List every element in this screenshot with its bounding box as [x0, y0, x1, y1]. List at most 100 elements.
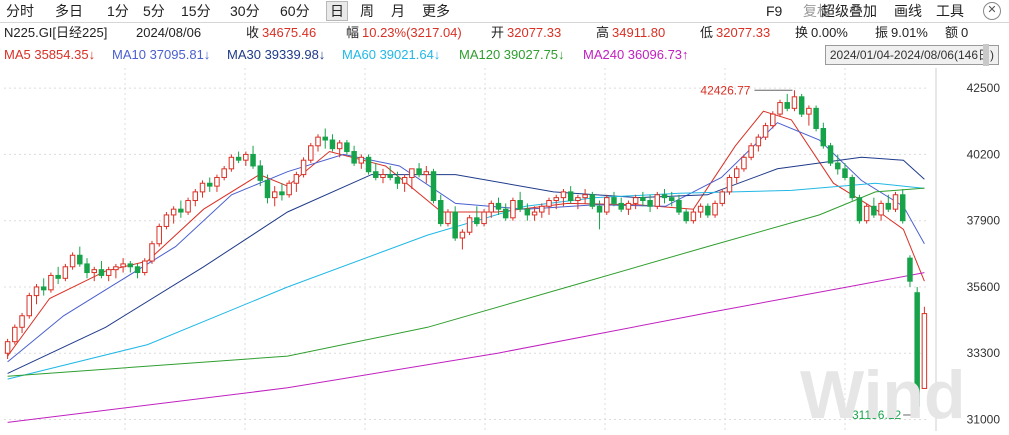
candle-body	[300, 159, 307, 176]
candle-body	[632, 197, 639, 204]
candle-body	[517, 200, 523, 210]
candle-body	[697, 205, 704, 213]
tab-weekly[interactable]: 周	[360, 3, 374, 19]
candle-body	[553, 197, 559, 202]
tab-more[interactable]: 更多	[422, 3, 450, 19]
f9-button[interactable]: F9	[766, 3, 783, 19]
open-value: 32077.33	[507, 25, 562, 40]
y-tick-label: 31000	[967, 412, 1001, 426]
candle-body	[26, 295, 33, 317]
index-code: N225.GI[日经225]	[4, 25, 108, 40]
low-label: 低	[700, 25, 714, 40]
tab-intraday[interactable]: 分时	[6, 3, 34, 19]
candle-body	[791, 96, 798, 109]
y-tick-label: 35600	[967, 280, 1001, 294]
candle-body	[611, 197, 617, 204]
candle-body	[329, 139, 336, 150]
candle-body	[192, 191, 199, 202]
candle-body	[661, 194, 668, 199]
candle-body	[654, 194, 661, 207]
turnover-value: 0.00%	[811, 25, 848, 40]
candle-body	[510, 200, 516, 219]
tab-5min[interactable]: 5分	[143, 3, 165, 19]
amplitude-value: 9.01%	[891, 25, 928, 40]
candle-body	[4, 341, 11, 354]
candle-body	[221, 168, 227, 178]
scrollbar[interactable]	[983, 44, 989, 66]
y-tick-label: 33300	[967, 346, 1001, 360]
candle-body	[560, 191, 567, 199]
candle-body	[899, 194, 906, 222]
tab-30min[interactable]: 30分	[230, 3, 260, 19]
close-icon[interactable]: ✕	[983, 2, 1001, 20]
candle-body	[466, 217, 473, 233]
candle-body	[733, 168, 740, 178]
candle-body	[596, 205, 603, 213]
candle-body	[481, 211, 487, 225]
candle-body	[871, 205, 877, 216]
candle-body	[863, 205, 870, 222]
candle-body	[120, 263, 126, 268]
candle-body	[474, 217, 480, 225]
candle-body	[170, 208, 177, 216]
candle-body	[33, 286, 40, 297]
price-annotations: 42426.77 31156.12	[700, 83, 916, 422]
candle-body	[55, 274, 61, 279]
candle-body	[336, 142, 343, 150]
tab-60min[interactable]: 60分	[280, 3, 310, 19]
candle-body	[892, 194, 899, 210]
candle-body	[676, 200, 682, 213]
overlay-button[interactable]: 超级叠加	[821, 3, 877, 19]
candle-body	[293, 174, 300, 184]
ma120-legend: MA120 39027.75↓	[459, 47, 565, 62]
candle-body	[373, 171, 379, 178]
date-range-box[interactable]: 2024/01/04-2024/08/06(146日)	[824, 45, 999, 65]
candle-body	[452, 211, 458, 239]
quote-date: 2024/08/06	[136, 25, 202, 40]
candle-body	[806, 107, 812, 115]
candle-body	[668, 197, 675, 202]
tab-1min[interactable]: 1分	[107, 3, 129, 19]
candle-body	[878, 202, 884, 216]
ma240-legend: MA240 36096.73↑	[583, 47, 689, 62]
candle-body	[640, 197, 646, 202]
tab-monthly[interactable]: 月	[391, 3, 405, 19]
candle-body	[84, 263, 90, 274]
candle-body	[250, 153, 256, 167]
amplitude-label: 振	[875, 25, 889, 40]
candle-body	[48, 274, 54, 291]
candle-body	[842, 168, 848, 178]
turnover-label: 换	[795, 25, 809, 40]
candle-body	[178, 208, 184, 213]
candle-body	[430, 171, 437, 202]
candle-body	[705, 205, 711, 216]
tools-button[interactable]: 工具	[936, 3, 964, 19]
ma5-legend: MA5 35854.35↓	[4, 47, 96, 62]
change-value: 10.23%(3217.04)	[362, 25, 462, 40]
tab-multi-day[interactable]: 多日	[55, 3, 83, 19]
change-label: 幅	[346, 25, 360, 40]
candle-body	[12, 326, 18, 343]
candle-body	[712, 202, 718, 216]
candle-body	[437, 200, 444, 225]
candle-body	[582, 194, 588, 199]
tab-15min[interactable]: 15分	[181, 3, 211, 19]
candle-body	[849, 176, 855, 199]
candle-body	[394, 176, 401, 184]
draw-button[interactable]: 画线	[894, 3, 922, 19]
ma60-legend: MA60 39021.64↓	[342, 47, 441, 62]
candle-body	[40, 286, 47, 291]
candle-body	[77, 254, 83, 265]
tab-daily[interactable]: 日	[326, 1, 348, 21]
adjust-button[interactable]: 复权	[803, 3, 831, 19]
candle-body	[748, 145, 754, 158]
candle-body	[365, 156, 372, 173]
y-tick-label: 42500	[967, 81, 1001, 95]
candle-body	[885, 202, 892, 210]
candle-body	[741, 156, 747, 170]
quote-info-line: N225.GI[日经225] 2024/08/06 收 34675.46 幅 1…	[0, 23, 1009, 43]
candle-body	[784, 102, 790, 109]
candle-body	[199, 182, 206, 193]
candle-body	[62, 266, 69, 279]
candle-body	[813, 107, 819, 130]
